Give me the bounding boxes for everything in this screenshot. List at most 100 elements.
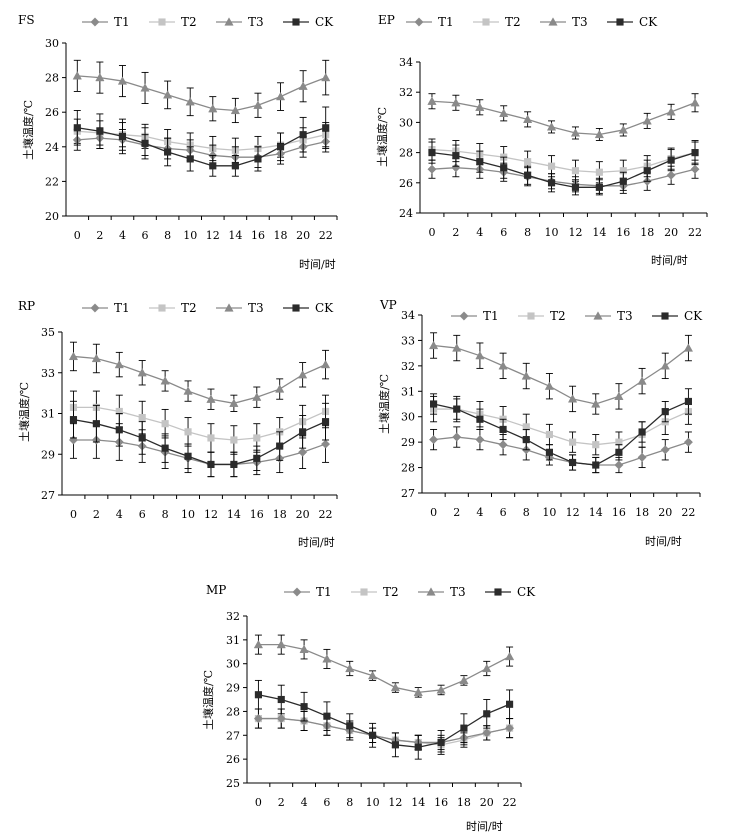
x-axis-title: 时间/时 [466,820,503,833]
x-axis-title: 时间/时 [651,254,688,267]
data-point [115,426,123,434]
legend-label: T3 [617,309,633,323]
data-point [253,434,261,442]
legend: T1 T2 T3 CK [82,301,334,315]
data-point [594,129,604,139]
legend-label: CK [684,309,703,323]
series-ck [73,106,330,177]
y-tick-label: 24 [399,207,413,220]
x-tick-label: 16 [612,506,626,519]
x-tick-label: 22 [503,796,517,809]
data-point [137,368,147,377]
series-line [77,75,326,112]
y-axis-title: 土壤温度/℃ [377,374,391,434]
y-axis-title: 土壤温度/℃ [375,107,389,167]
y-tick-label: 30 [226,658,240,671]
data-point [569,438,577,446]
y-tick-label: 32 [401,360,415,373]
data-point [660,361,670,370]
data-point [253,454,261,462]
y-tick-label: 29 [226,682,240,695]
data-point [253,639,264,649]
y-tick-label: 24 [45,141,59,154]
data-point [117,76,128,85]
legend: T1 T2 T3 CK [406,15,658,29]
series-line [73,418,326,466]
series-line [77,137,326,158]
data-point [95,72,105,82]
data-point [569,458,577,467]
series-t2 [430,395,692,456]
data-point [208,104,218,113]
data-point [254,155,262,163]
data-point [323,712,331,720]
chart-panel-mp: 25 26 27 28 29 30 31 32 0 2 4 6 8 10 12 14 16 18 20 22 MP 土壤温… [201,583,536,833]
series-t2 [428,138,699,184]
data-point [475,435,485,445]
y-axis-title: 土壤温度/℃ [201,670,215,730]
data-point [661,408,669,416]
legend-marker [527,312,535,320]
legend: T1 T2 T3 CK [451,309,703,323]
data-point [452,343,462,352]
y-tick-label: 27 [226,729,240,742]
data-point [429,435,439,445]
data-point [346,722,354,730]
legend-label: T2 [383,585,399,599]
x-tick-label: 18 [274,229,288,242]
data-point [571,183,580,191]
x-tick-label: 14 [228,229,242,242]
x-tick-label: 4 [476,226,483,239]
data-point [498,361,508,370]
data-point [253,714,263,724]
x-tick-label: 6 [500,506,507,519]
legend-label: T1 [438,15,454,29]
data-point [567,394,578,403]
y-tick-label: 34 [401,309,415,322]
data-point [275,384,285,393]
legend-item-ck: CK [652,309,703,323]
y-tick-label: 20 [45,210,59,223]
legend-marker [548,17,558,26]
data-point [482,663,492,673]
y-axis-title: 土壤温度/℃ [21,100,35,160]
data-point [505,723,515,733]
y-tick-label: 26 [45,106,59,119]
series-line [258,643,510,693]
y-tick-label: 33 [401,334,415,347]
data-point [276,442,284,450]
data-point [660,445,670,455]
x-tick-label: 8 [524,226,531,239]
legend-marker [292,18,300,26]
data-point [253,100,263,109]
series-line [73,406,326,441]
data-point [453,405,461,413]
series-line [431,151,696,188]
x-tick-label: 20 [296,229,310,242]
data-point [427,164,437,174]
data-point [666,107,676,116]
legend-item-t1: T1 [82,15,130,29]
x-tick-label: 2 [93,508,100,521]
legend-marker [459,311,469,321]
y-tick-label: 22 [45,175,59,188]
data-point [118,132,127,140]
x-tick-label: 12 [568,226,582,239]
x-tick-label: 4 [476,506,483,519]
x-tick-label: 12 [566,506,580,519]
legend: T1 T2 T3 CK [82,15,334,29]
data-point [299,131,307,139]
x-tick-label: 18 [635,506,649,519]
data-point [642,116,652,125]
legend-marker [158,304,166,312]
legend-item-t2: T2 [149,301,197,315]
data-point [637,452,647,462]
data-point [298,447,308,457]
data-point [72,71,82,80]
x-axis-title: 时间/时 [645,535,682,548]
data-point [436,685,446,694]
series-t2 [254,708,514,753]
data-point [206,394,216,403]
y-tick-label: 32 [399,86,413,99]
data-point [592,461,600,469]
